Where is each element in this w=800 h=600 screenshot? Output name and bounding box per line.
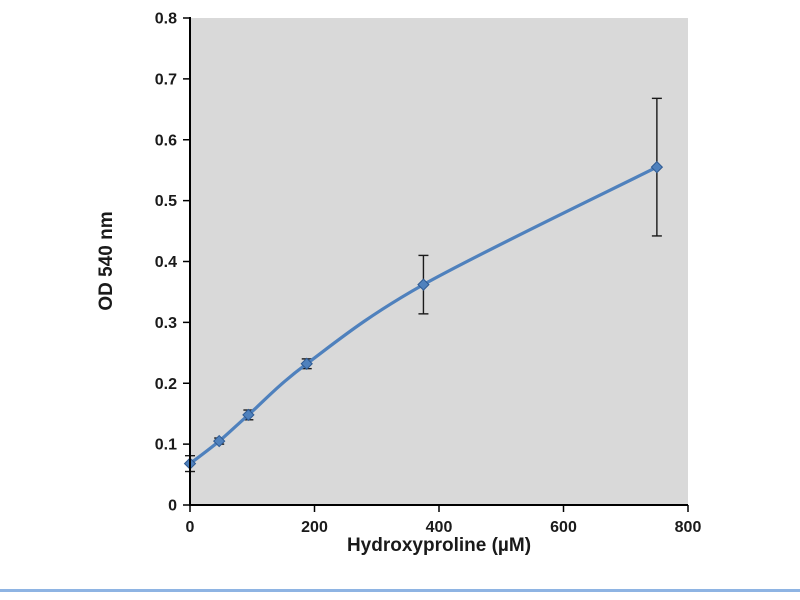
- data-point-marker: [242, 408, 255, 422]
- x-tick-label: 600: [550, 519, 577, 536]
- data-point-marker: [417, 278, 430, 291]
- y-tick-label: 0.3: [155, 315, 177, 332]
- data-point-marker: [300, 357, 313, 370]
- y-tick-label: 0.2: [155, 376, 177, 393]
- data-point-marker: [650, 160, 664, 174]
- x-tick-label: 0: [186, 519, 195, 536]
- y-tick-label: 0.4: [155, 254, 177, 271]
- x-tick-label: 800: [675, 519, 702, 536]
- data-point-marker: [212, 434, 226, 448]
- plot-area: [190, 18, 688, 505]
- bottom-divider: [0, 589, 800, 592]
- x-tick-label: 200: [301, 519, 328, 536]
- y-tick-label: 0.7: [155, 71, 177, 88]
- y-tick-label: 0: [168, 498, 177, 515]
- x-tick-label: 400: [426, 519, 453, 536]
- y-tick-label: 0.6: [155, 132, 177, 149]
- y-tick-label: 0.5: [155, 193, 177, 210]
- y-tick-label: 0.1: [155, 437, 177, 454]
- y-tick-label: 0.8: [155, 11, 177, 28]
